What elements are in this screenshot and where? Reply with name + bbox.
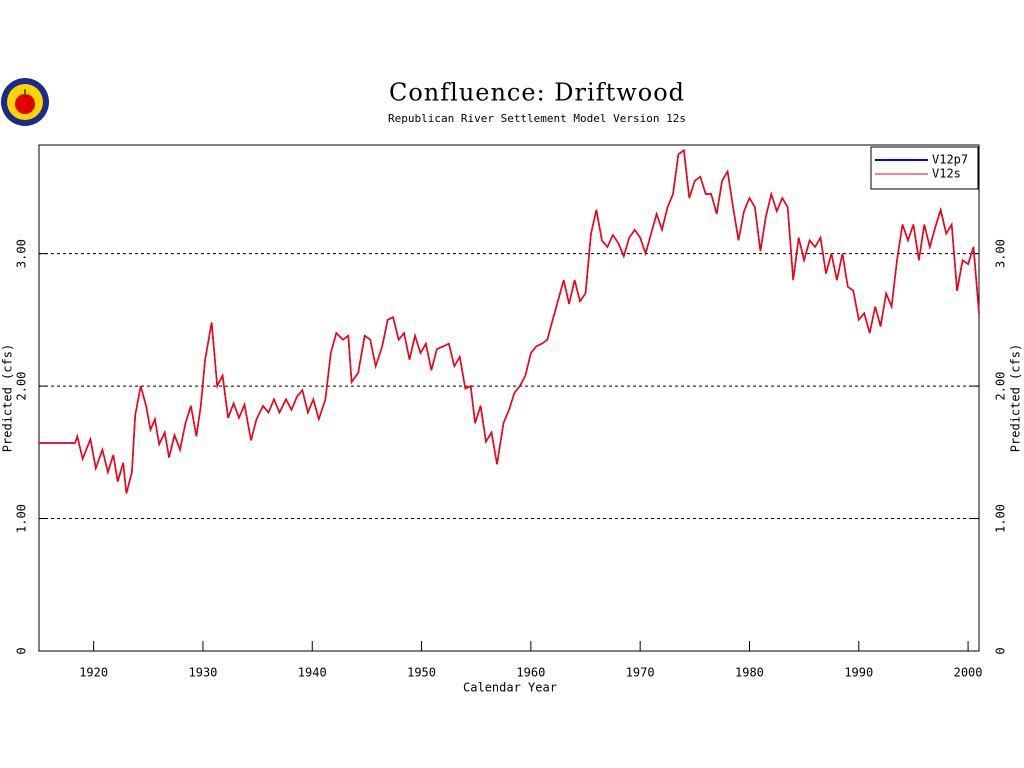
- x-tick-label: 1990: [844, 666, 873, 680]
- x-tick-label: 2000: [954, 666, 983, 680]
- x-tick-label: 1960: [516, 666, 545, 680]
- plot-frame: [38, 144, 980, 652]
- logo: [1, 78, 49, 126]
- y2-tick-label: 1.00: [994, 504, 1008, 533]
- y2-axis-label: Predicted (cfs): [1009, 344, 1023, 452]
- x-tick-label: 1980: [735, 666, 764, 680]
- y-axis-label: Predicted (cfs): [1, 344, 15, 452]
- x-axis-label: Calendar Year: [463, 681, 557, 695]
- y2-tick-label: 2.00: [994, 372, 1008, 401]
- legend-label: V12s: [932, 167, 961, 181]
- x-tick-label: 1970: [626, 666, 655, 680]
- chart-subtitle: Republican River Settlement Model Versio…: [388, 112, 686, 125]
- series-line: [39, 148, 980, 494]
- x-tick-label: 1930: [189, 666, 218, 680]
- y2-tick-label: 3.00: [994, 239, 1008, 268]
- y-tick-label: 2.00: [15, 372, 29, 401]
- y-tick-label: 3.00: [15, 239, 29, 268]
- x-tick-label: 1940: [298, 666, 327, 680]
- x-tick-label: 1920: [79, 666, 108, 680]
- y2-tick-label: 0: [994, 647, 1008, 654]
- legend: [870, 146, 979, 190]
- y-tick-label: 0: [15, 647, 29, 654]
- x-tick-label: 1950: [407, 666, 436, 680]
- series-line: [39, 148, 980, 494]
- chart-title: Confluence: Driftwood: [389, 79, 685, 107]
- legend-label: V12p7: [932, 153, 968, 167]
- y-tick-label: 1.00: [15, 504, 29, 533]
